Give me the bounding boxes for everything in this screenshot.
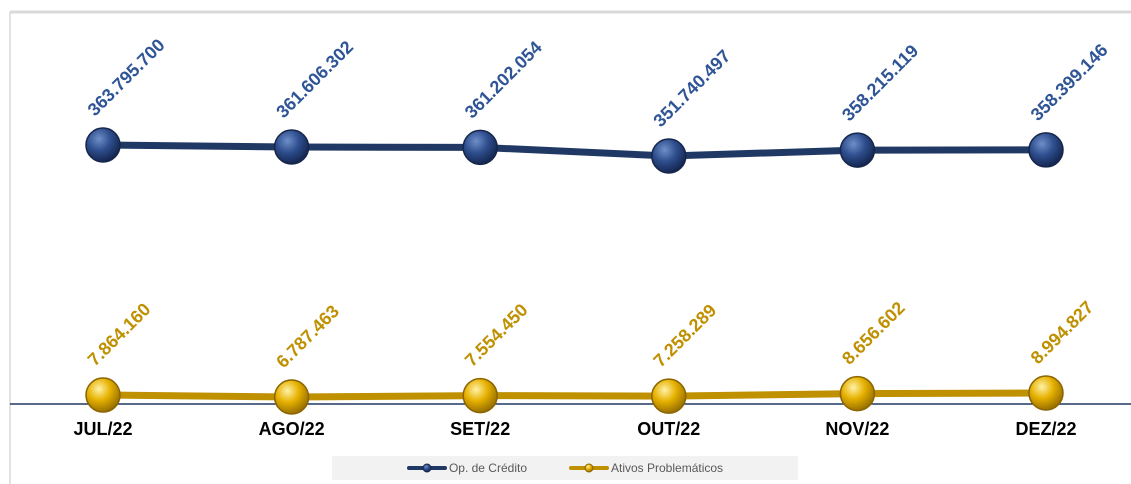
data-label-op-credito: 361.202.054 — [461, 37, 546, 122]
data-point-ativos-problematicos — [1028, 375, 1064, 411]
data-point-op-credito — [273, 129, 310, 165]
legend-label-ativos-problematicos: Ativos Problemáticos — [611, 461, 724, 475]
legend-key-ativos-problematicos-icon — [569, 463, 609, 473]
data-label-op-credito: 361.606.302 — [272, 37, 357, 122]
data-label-ativos-problematicos: 8.656.602 — [838, 298, 909, 369]
data-label-ativos-problematicos: 8.994.827 — [1027, 297, 1098, 368]
x-tick-label: DEZ/22 — [1015, 419, 1076, 439]
legend-label-op-credito: Op. de Crédito — [448, 461, 527, 475]
legend-item-op-credito: Op. de Crédito — [406, 461, 527, 475]
data-point-op-credito — [839, 132, 876, 168]
x-tick-label: OUT/22 — [637, 419, 700, 439]
legend-item-ativos-problematicos: Ativos Problemáticos — [569, 461, 723, 475]
data-point-ativos-problematicos — [462, 377, 498, 414]
data-point-op-credito — [1028, 132, 1064, 168]
data-point-ativos-problematicos — [839, 375, 876, 412]
series-line-op-credito — [99, 141, 1050, 160]
x-tick-label: AGO/22 — [259, 419, 325, 439]
data-label-ativos-problematicos: 7.258.289 — [649, 300, 720, 371]
x-tick-label: SET/22 — [450, 419, 510, 439]
data-label-ativos-problematicos: 7.554.450 — [461, 300, 532, 371]
data-label-ativos-problematicos: 6.787.463 — [272, 301, 343, 372]
data-point-ativos-problematicos — [651, 378, 687, 414]
legend-key-op-credito-icon — [406, 463, 447, 473]
data-point-op-credito — [85, 127, 121, 163]
data-label-op-credito: 358.399.146 — [1027, 40, 1112, 125]
data-point-op-credito — [462, 129, 498, 166]
data-label-op-credito: 351.740.497 — [649, 46, 734, 131]
data-label-op-credito: 358.215.119 — [838, 41, 922, 125]
data-label-op-credito: 363.795.700 — [84, 35, 169, 120]
data-point-ativos-problematicos — [85, 377, 121, 413]
x-tick-label: JUL/22 — [73, 419, 132, 439]
chart-legend: Op. de Crédito Ativos Problemáticos — [332, 456, 798, 480]
data-label-ativos-problematicos: 7.864.160 — [84, 299, 155, 370]
data-point-op-credito — [651, 138, 687, 174]
series-line-ativos-problematicos — [99, 389, 1050, 401]
data-point-ativos-problematicos — [273, 379, 310, 415]
x-tick-label: NOV/22 — [825, 419, 889, 439]
